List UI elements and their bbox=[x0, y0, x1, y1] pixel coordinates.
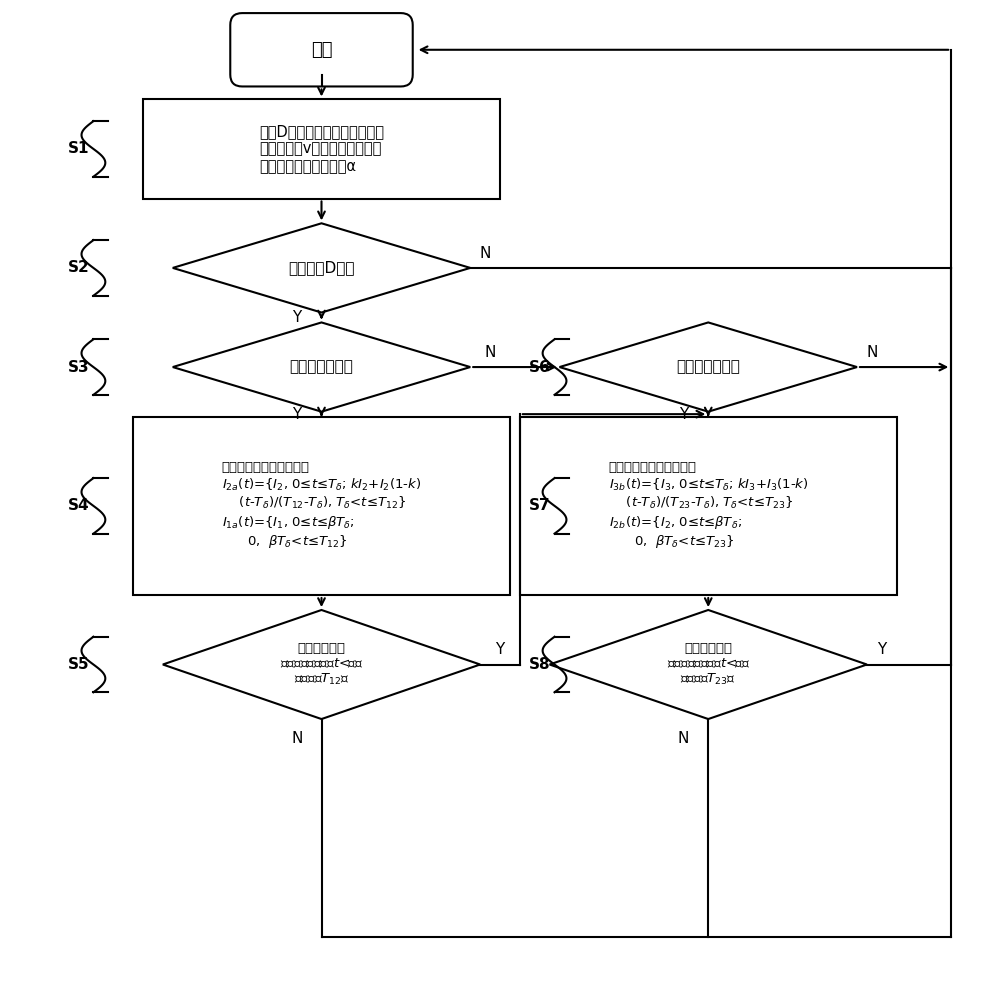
Text: N: N bbox=[291, 732, 302, 747]
Text: S7: S7 bbox=[529, 498, 550, 513]
Text: 二挡升至三挡过程控制：
$I_{3b}(t)$={$I_3$, 0≤$t$≤$T_\delta$; $kI_3$+$I_3$(1-$k$)
    ($t$-$: 二挡升至三挡过程控制： $I_{3b}(t)$={$I_3$, 0≤$t$≤$T… bbox=[609, 461, 808, 550]
Text: 开始: 开始 bbox=[311, 41, 332, 59]
Text: S6: S6 bbox=[529, 360, 551, 375]
Bar bbox=[143, 99, 500, 198]
Polygon shape bbox=[173, 224, 470, 313]
Polygon shape bbox=[560, 323, 857, 412]
Text: N: N bbox=[866, 344, 878, 360]
Text: S3: S3 bbox=[68, 360, 89, 375]
Text: N: N bbox=[479, 245, 491, 261]
Text: 二挡升至三挡
控制过程持续时间$t$<固定
控制周期$T_{23}$？: 二挡升至三挡 控制过程持续时间$t$<固定 控制周期$T_{23}$？ bbox=[667, 642, 750, 688]
Polygon shape bbox=[173, 323, 470, 412]
Text: Y: Y bbox=[877, 643, 886, 657]
Bar bbox=[133, 417, 510, 595]
Text: N: N bbox=[678, 732, 689, 747]
Text: Y: Y bbox=[292, 407, 301, 422]
Text: 是否挂入D挡？: 是否挂入D挡？ bbox=[288, 260, 355, 276]
Text: S4: S4 bbox=[68, 498, 89, 513]
Polygon shape bbox=[163, 610, 480, 719]
Polygon shape bbox=[550, 610, 867, 719]
Bar bbox=[520, 417, 897, 595]
Text: 检测D挡开关信号、车速传感器
的车速信号v和电动机加速踏板
位置传感器的开度信号α: 检测D挡开关信号、车速传感器 的车速信号v和电动机加速踏板 位置传感器的开度信号… bbox=[259, 124, 384, 174]
Text: Y: Y bbox=[292, 310, 301, 325]
Text: 一挡升至二挡过程控制：
$I_{2a}(t)$={$I_2$, 0≤$t$≤$T_\delta$; $kI_2$+$I_2$(1-$k$)
    ($t$-$: 一挡升至二挡过程控制： $I_{2a}(t)$={$I_2$, 0≤$t$≤$T… bbox=[222, 461, 421, 550]
Text: 一挡升至二挡？: 一挡升至二挡？ bbox=[290, 360, 353, 375]
Text: S8: S8 bbox=[529, 657, 550, 672]
Text: S2: S2 bbox=[68, 260, 89, 276]
Text: 二挡升至三挡？: 二挡升至三挡？ bbox=[676, 360, 740, 375]
Text: N: N bbox=[484, 344, 496, 360]
Text: 一挡升至二挡
控制过程持续时间$t$<固定
控制周期$T_{12}$？: 一挡升至二挡 控制过程持续时间$t$<固定 控制周期$T_{12}$？ bbox=[280, 642, 363, 688]
Text: Y: Y bbox=[679, 407, 688, 422]
Text: S1: S1 bbox=[68, 141, 89, 156]
Text: S5: S5 bbox=[68, 657, 89, 672]
FancyBboxPatch shape bbox=[230, 13, 413, 86]
Text: Y: Y bbox=[495, 643, 505, 657]
